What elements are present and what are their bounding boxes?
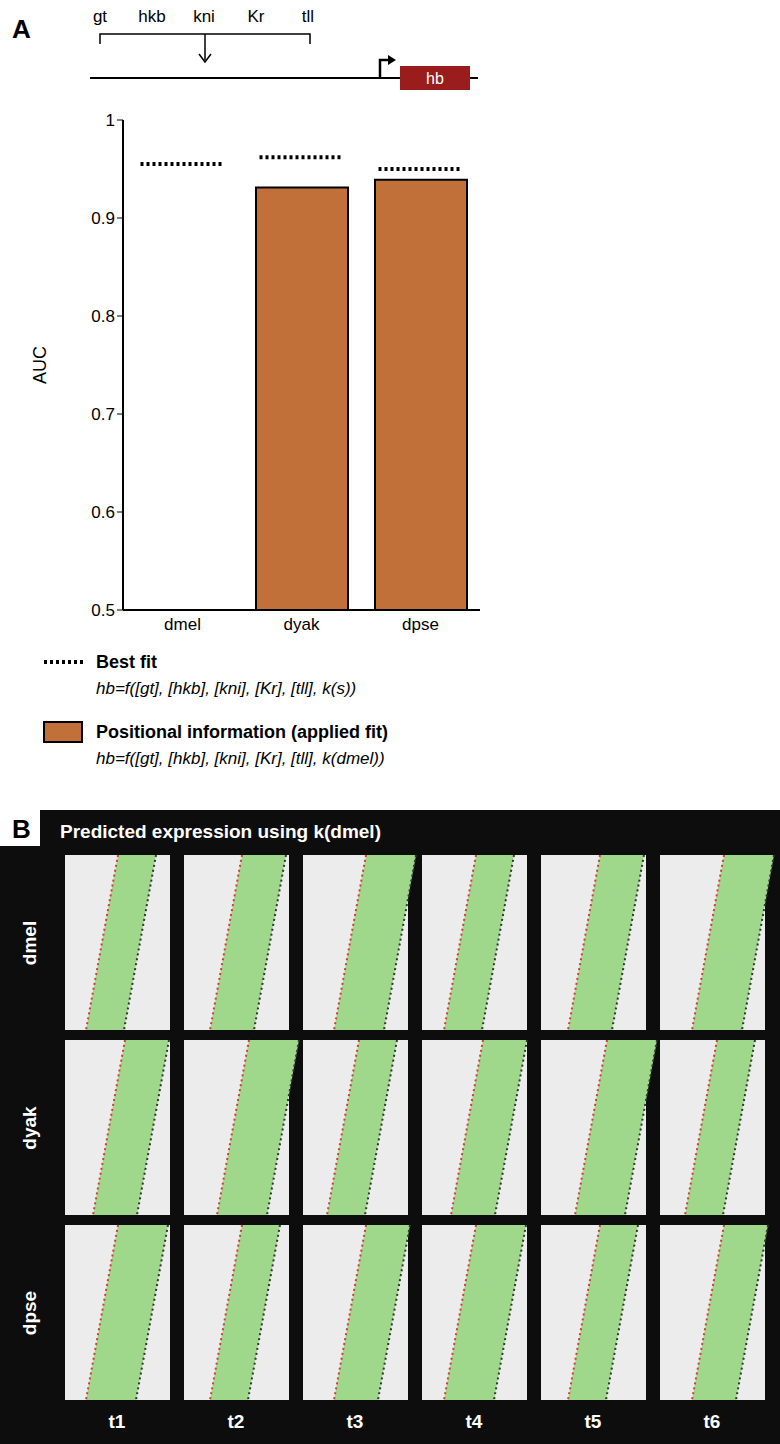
svg-text:hb=f([gt], [hkb], [kni], [Kr],: hb=f([gt], [hkb], [kni], [Kr], [tll], k(… bbox=[96, 749, 385, 768]
svg-text:t4: t4 bbox=[466, 1411, 483, 1432]
svg-text:dpse: dpse bbox=[19, 1291, 40, 1335]
svg-text:B: B bbox=[12, 814, 31, 844]
svg-text:dpse: dpse bbox=[402, 615, 439, 634]
svg-text:dmel: dmel bbox=[19, 921, 40, 965]
svg-text:0.7: 0.7 bbox=[91, 405, 115, 424]
svg-text:Positional information (applie: Positional information (applied fit) bbox=[96, 722, 388, 742]
svg-text:tll: tll bbox=[302, 7, 314, 26]
svg-text:dyak: dyak bbox=[284, 615, 320, 634]
svg-text:kni: kni bbox=[193, 7, 215, 26]
svg-text:1: 1 bbox=[106, 111, 115, 130]
svg-text:t3: t3 bbox=[347, 1411, 364, 1432]
svg-text:t6: t6 bbox=[704, 1411, 721, 1432]
svg-text:Kr: Kr bbox=[248, 7, 265, 26]
svg-text:hb=f([gt], [hkb], [kni], [Kr],: hb=f([gt], [hkb], [kni], [Kr], [tll], k(… bbox=[96, 679, 356, 698]
svg-text:A: A bbox=[12, 14, 31, 44]
svg-text:AUC: AUC bbox=[30, 346, 50, 384]
svg-text:0.6: 0.6 bbox=[91, 503, 115, 522]
svg-text:t5: t5 bbox=[585, 1411, 602, 1432]
svg-text:t1: t1 bbox=[109, 1411, 126, 1432]
svg-text:dyak: dyak bbox=[19, 1106, 40, 1150]
svg-text:dmel: dmel bbox=[164, 615, 201, 634]
svg-text:0.8: 0.8 bbox=[91, 307, 115, 326]
svg-text:0.9: 0.9 bbox=[91, 209, 115, 228]
svg-text:Predicted expression using k(d: Predicted expression using k(dmel) bbox=[60, 821, 381, 842]
svg-text:B: B bbox=[12, 814, 31, 844]
svg-text:t2: t2 bbox=[228, 1411, 245, 1432]
svg-text:gt: gt bbox=[93, 7, 107, 26]
svg-text:Best fit: Best fit bbox=[96, 652, 157, 672]
svg-text:hkb: hkb bbox=[138, 7, 165, 26]
svg-text:hb: hb bbox=[426, 70, 444, 87]
svg-text:0.5: 0.5 bbox=[91, 601, 115, 620]
